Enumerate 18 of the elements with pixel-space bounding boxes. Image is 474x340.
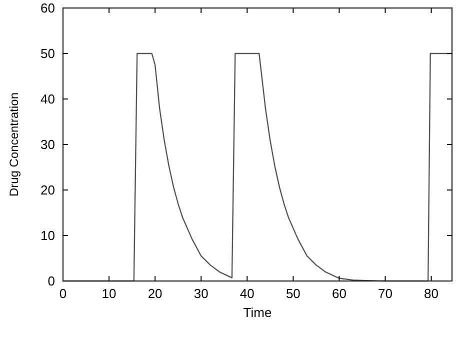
x-axis-title: Time xyxy=(243,305,272,320)
y-tick-label: 50 xyxy=(40,46,55,61)
x-tick-label: 50 xyxy=(286,286,300,301)
x-tick-label: 10 xyxy=(102,286,116,301)
y-tick-label: 30 xyxy=(40,137,55,152)
x-tick-label: 70 xyxy=(378,286,392,301)
x-tick-label: 20 xyxy=(148,286,162,301)
y-axis-title: Drug Concentration xyxy=(7,92,21,197)
y-tick-label: 40 xyxy=(40,92,55,106)
x-tick-label: 80 xyxy=(424,286,439,301)
y-tick-label: 20 xyxy=(40,182,55,198)
y-tick-label: 0 xyxy=(48,274,55,288)
x-tick-label: 0 xyxy=(59,286,67,301)
y-tick-label: 60 xyxy=(40,0,55,16)
y-tick-label: 10 xyxy=(40,228,55,243)
x-tick-label: 30 xyxy=(194,286,208,301)
x-tick-label: 60 xyxy=(332,286,346,301)
x-tick-label: 40 xyxy=(240,286,254,301)
